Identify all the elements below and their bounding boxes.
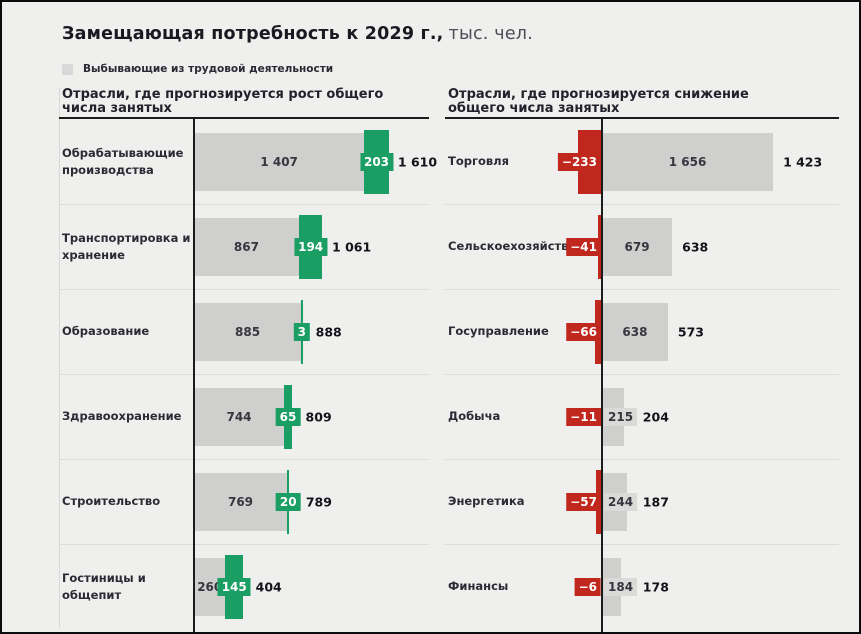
total-value: 404 [255,579,282,594]
base-value: 744 [226,409,252,424]
total-value: 1 610 [397,154,438,169]
base-value: 867 [233,239,259,254]
page-title: Замещающая потребность к 2029 г., тыс. че… [62,24,533,44]
panel-divider [59,88,60,628]
table-row: Строительство 769 20 789 [59,459,429,544]
base-bar [194,303,302,361]
row-separator [445,289,839,290]
base-value: 1 656 [668,154,707,169]
total-value: 888 [315,324,342,339]
delta-chip: −41 [566,237,601,256]
row-separator [445,544,839,545]
panel-decline-chart: Торговля 1 656 −233 1 423 Сельскоехозяйство 6… [445,117,839,632]
category-label: Сельскоехозяйство [448,239,577,254]
base-bar [194,133,365,191]
table-row: Здравоохранение 744 65 809 [59,374,429,459]
row-separator [59,544,429,545]
axis-line [601,119,603,632]
category-label: Гостиницы и общепит [62,570,146,602]
category-label: Финансы [448,579,509,594]
category-label: Здравоохранение [62,409,182,424]
delta-chip: −233 [557,152,601,171]
category-label: Транспортировка и хранение [62,230,191,262]
total-value: 187 [642,494,669,509]
delta-chip: −66 [566,322,601,341]
category-label: Торговля [448,154,509,169]
base-value: 769 [227,494,254,509]
table-row: Гостиницы и общепит 260 145 404 [59,544,429,629]
delta-chip: 20 [275,492,301,511]
row-separator [59,374,429,375]
total-value: 204 [642,409,669,424]
table-row: Финансы 184 −6 178 [445,544,839,629]
legend: Выбывающие из трудовой деятельности [62,63,333,75]
category-label: Энергетика [448,494,525,509]
total-value: 809 [305,409,332,424]
category-label: Добыча [448,409,501,424]
base-value: 1 407 [260,154,298,169]
delta-chip: −6 [574,577,601,596]
category-label: Строительство [62,494,161,509]
row-separator [59,459,429,460]
panel-growth-chart: Обрабатывающие производства 1 407 203 1 610… [59,117,437,632]
row-separator [445,204,839,205]
delta-chip: 194 [294,237,328,256]
row-separator [59,289,429,290]
base-value: 215 [604,407,638,426]
delta-chip: 65 [275,407,301,426]
row-separator [445,374,839,375]
legend-label: Выбывающие из трудовой деятельности [83,63,334,75]
delta-chip: 3 [293,322,311,341]
panel-growth-title: Отрасли, где прогнозируется рост общего … [62,87,384,117]
page-title-unit: тыс. чел. [448,24,533,44]
base-bar [602,133,774,191]
total-value: 178 [642,579,669,594]
base-bar [602,218,673,276]
delta-chip: 145 [217,577,251,596]
base-value: 244 [604,492,638,511]
panel-decline: Отрасли, где прогнозируется снижение общ… [445,87,839,632]
panel-decline-title: Отрасли, где прогнозируется снижение общ… [448,87,749,117]
table-row: Добыча 215 −11 204 [445,374,839,459]
delta-chip: 203 [359,152,394,171]
table-row: Транспортировка и хранение 867 194 1 061 [59,204,429,289]
base-value: 638 [622,324,648,339]
table-row: Энергетика 244 −57 187 [445,459,839,544]
table-row: Торговля 1 656 −233 1 423 [445,119,839,204]
row-separator [59,204,429,205]
table-row: Обрабатывающие производства 1 407 203 1 610 [59,119,437,204]
base-bar [194,388,285,446]
panel-growth: Отрасли, где прогнозируется рост общего … [59,87,437,632]
base-value: 260 [197,579,223,594]
delta-chip: −57 [566,492,601,511]
table-row: Сельскоехозяйство 679 −41 638 [445,204,839,289]
base-bar [602,303,668,361]
axis-line [193,119,195,632]
category-label: Обрабатывающие производства [62,145,184,177]
category-label: Образование [62,324,150,339]
total-value: 638 [682,239,709,254]
legend-swatch-icon [62,63,73,75]
delta-chip: −11 [566,407,601,426]
base-value: 679 [624,239,650,254]
row-separator [445,459,839,460]
table-row: Образование 885 3 888 [59,289,429,374]
page-title-main: Замещающая потребность к 2029 г., [62,24,444,44]
total-value: 1 423 [783,154,823,169]
total-value: 1 061 [332,239,372,254]
category-label: Госуправление [448,324,549,339]
base-value: 184 [604,577,638,596]
total-value: 789 [305,494,332,509]
panels-container: Отрасли, где прогнозируется рост общего … [59,87,839,632]
base-value: 885 [235,324,261,339]
table-row: Госуправление 638 −66 573 [445,289,839,374]
total-value: 573 [677,324,704,339]
base-bar [194,218,299,276]
base-bar [194,473,288,531]
